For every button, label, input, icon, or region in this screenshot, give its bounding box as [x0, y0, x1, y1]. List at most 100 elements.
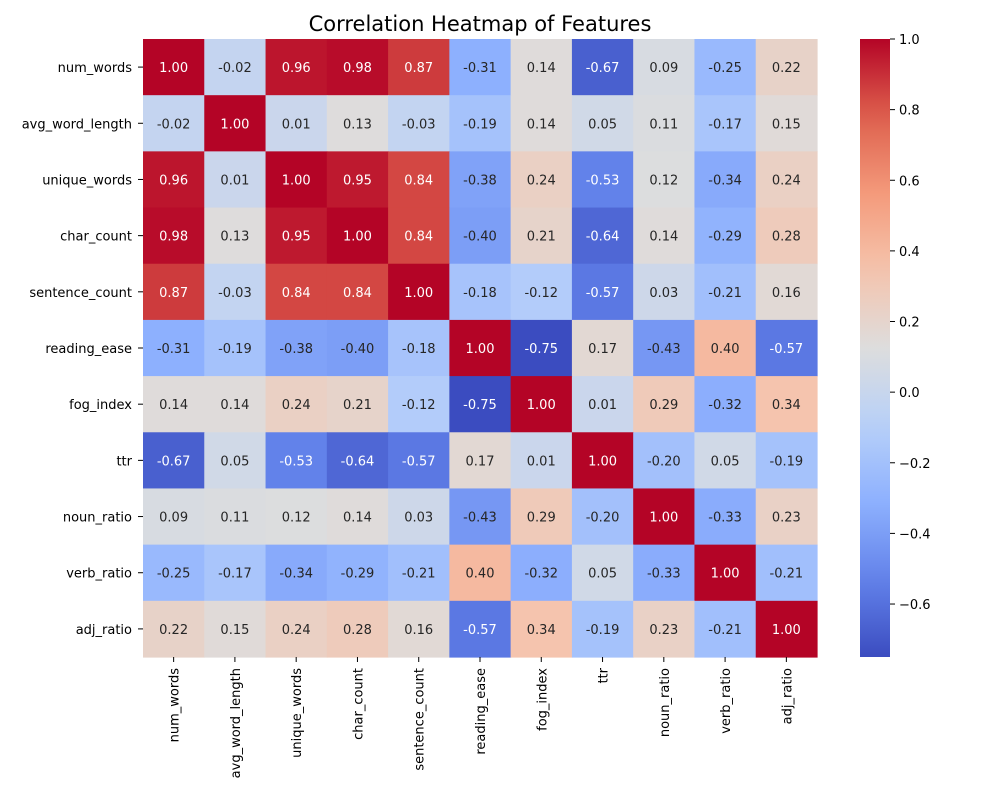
- x-tick-label: verb_ratio: [719, 668, 734, 734]
- cell-value-label: -0.57: [463, 623, 497, 638]
- heatmap-cell: [388, 432, 450, 490]
- cell-value-label: -0.53: [279, 454, 313, 469]
- cell-value-label: 0.24: [527, 173, 556, 188]
- heatmap-cell: [755, 151, 818, 209]
- heatmap-cell: [265, 95, 328, 152]
- cell-value-label: 0.14: [527, 117, 556, 132]
- y-tick-label: noun_ratio: [63, 511, 132, 526]
- cell-value-label: 0.11: [649, 117, 678, 132]
- heatmap-cell: [143, 600, 205, 658]
- cell-value-label: -0.19: [463, 117, 497, 132]
- heatmap-cell: [143, 432, 205, 490]
- heatmap-cell: [694, 207, 757, 265]
- cell-value-label: 1.00: [282, 173, 311, 188]
- y-tick-label: avg_word_length: [22, 117, 132, 132]
- heatmap-cell: [449, 600, 512, 658]
- heatmap-cell: [755, 39, 818, 96]
- heatmap-cell: [694, 319, 757, 377]
- cell-value-label: 0.01: [220, 173, 249, 188]
- heatmap-cell: [326, 151, 389, 209]
- cell-value-label: -0.34: [279, 567, 313, 582]
- cell-value-label: 0.14: [527, 61, 556, 76]
- heatmap-cell: [571, 263, 634, 321]
- cell-value-label: 0.84: [343, 286, 372, 301]
- heatmap-cell: [388, 376, 450, 433]
- cell-value-label: -0.21: [708, 623, 742, 638]
- cell-value-label: 0.29: [649, 398, 678, 413]
- heatmap-cell: [755, 376, 818, 433]
- heatmap-cell: [388, 95, 450, 152]
- cell-value-label: 1.00: [711, 567, 740, 582]
- heatmap-cell: [694, 488, 757, 546]
- cell-value-label: -0.29: [708, 230, 742, 245]
- cell-value-label: 0.12: [649, 173, 678, 188]
- heatmap-cell: [571, 207, 634, 265]
- cell-value-label: -0.57: [586, 286, 620, 301]
- heatmap-cell: [265, 432, 328, 490]
- cell-value-label: 0.15: [772, 117, 801, 132]
- cell-value-label: 0.16: [404, 623, 433, 638]
- cell-value-label: 0.16: [772, 286, 801, 301]
- heatmap-cell: [326, 207, 389, 265]
- cell-value-label: -0.17: [218, 567, 252, 582]
- heatmap-cell: [755, 544, 818, 602]
- cell-value-label: 0.03: [649, 286, 678, 301]
- cell-value-label: 0.22: [772, 61, 801, 76]
- cell-value-label: -0.19: [586, 623, 620, 638]
- heatmap-cell: [510, 544, 573, 602]
- heatmap-cell: [633, 319, 696, 377]
- heatmap-cell: [143, 376, 205, 433]
- heatmap-cell: [265, 39, 328, 96]
- cell-value-label: -0.38: [279, 342, 313, 357]
- heatmap-cell: [265, 263, 328, 321]
- cell-value-label: 0.28: [343, 623, 372, 638]
- heatmap-cell: [755, 95, 818, 152]
- heatmap-cell: [143, 95, 205, 152]
- heatmap-cell: [449, 488, 512, 546]
- cell-value-label: -0.18: [402, 342, 436, 357]
- cell-value-label: 0.05: [711, 454, 740, 469]
- cell-value-label: -0.20: [647, 454, 681, 469]
- cell-value-label: -0.19: [770, 454, 804, 469]
- cell-value-label: 1.00: [220, 117, 249, 132]
- heatmap-cell: [449, 432, 512, 490]
- cell-value-label: 0.98: [343, 61, 372, 76]
- y-tick-label: verb_ratio: [66, 567, 132, 582]
- heatmap-cell: [571, 151, 634, 209]
- heatmap-cell: [694, 151, 757, 209]
- heatmap-cell: [633, 488, 696, 546]
- cell-value-label: -0.17: [708, 117, 742, 132]
- heatmap-cell: [204, 600, 267, 658]
- heatmap-cell: [510, 432, 573, 490]
- cell-value-label: -0.31: [157, 342, 191, 357]
- cell-value-label: 0.17: [466, 454, 495, 469]
- cell-value-label: 0.24: [282, 398, 311, 413]
- heatmap-cell: [388, 39, 450, 96]
- colorbar-tick-label: 0.2: [899, 316, 920, 331]
- cell-value-label: -0.12: [524, 286, 558, 301]
- colorbar-gradient: [860, 39, 890, 657]
- heatmap-cell: [449, 319, 512, 377]
- heatmap-cell: [755, 207, 818, 265]
- heatmap-cell: [510, 600, 573, 658]
- heatmap-cell: [571, 600, 634, 658]
- cell-value-label: -0.33: [647, 567, 681, 582]
- heatmap-cell: [449, 151, 512, 209]
- heatmap-cell: [510, 95, 573, 152]
- cell-value-label: 0.13: [220, 230, 249, 245]
- cell-value-label: 0.05: [588, 567, 617, 582]
- x-tick-labels: num_words avg_word_length unique_words char…: [168, 657, 795, 778]
- cell-value-label: 0.95: [343, 173, 372, 188]
- chart-title: Correlation Heatmap of Features: [309, 12, 652, 36]
- cell-value-label: -0.67: [157, 454, 191, 469]
- heatmap-cell: [388, 544, 450, 602]
- heatmap-cell: [388, 207, 450, 265]
- cell-value-label: -0.43: [647, 342, 681, 357]
- cell-value-label: -0.19: [218, 342, 252, 357]
- heatmap-cell: [388, 151, 450, 209]
- heatmap-cell: [755, 488, 818, 546]
- cell-value-label: -0.43: [463, 511, 497, 526]
- heatmap-cell: [326, 432, 389, 490]
- colorbar-tick-label: −0.4: [899, 527, 931, 542]
- heatmap-cell: [204, 95, 267, 152]
